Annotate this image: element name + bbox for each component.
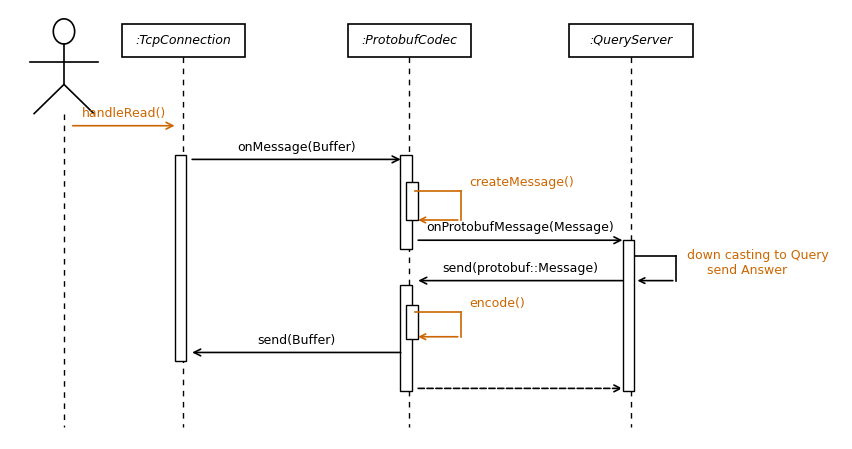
Text: down casting to Query
     send Answer: down casting to Query send Answer bbox=[686, 249, 827, 277]
Text: createMessage(): createMessage() bbox=[469, 176, 573, 189]
Bar bbox=[622, 240, 634, 391]
Text: :ProtobufCodec: :ProtobufCodec bbox=[361, 34, 457, 47]
Bar bbox=[122, 23, 245, 57]
Bar bbox=[400, 155, 411, 249]
Text: handleRead(): handleRead() bbox=[82, 107, 165, 120]
Bar bbox=[406, 182, 417, 220]
Text: onProtobufMessage(Message): onProtobufMessage(Message) bbox=[426, 221, 613, 234]
Bar bbox=[347, 23, 470, 57]
Text: send(protobuf::Message): send(protobuf::Message) bbox=[442, 262, 597, 275]
Text: onMessage(Buffer): onMessage(Buffer) bbox=[237, 141, 355, 154]
Text: send(Buffer): send(Buffer) bbox=[257, 334, 335, 347]
Bar bbox=[569, 23, 693, 57]
Bar bbox=[175, 155, 186, 361]
Text: :TcpConnection: :TcpConnection bbox=[135, 34, 231, 47]
Bar bbox=[406, 305, 417, 339]
Bar bbox=[400, 285, 411, 391]
Text: encode(): encode() bbox=[469, 297, 524, 310]
Text: :QueryServer: :QueryServer bbox=[589, 34, 672, 47]
